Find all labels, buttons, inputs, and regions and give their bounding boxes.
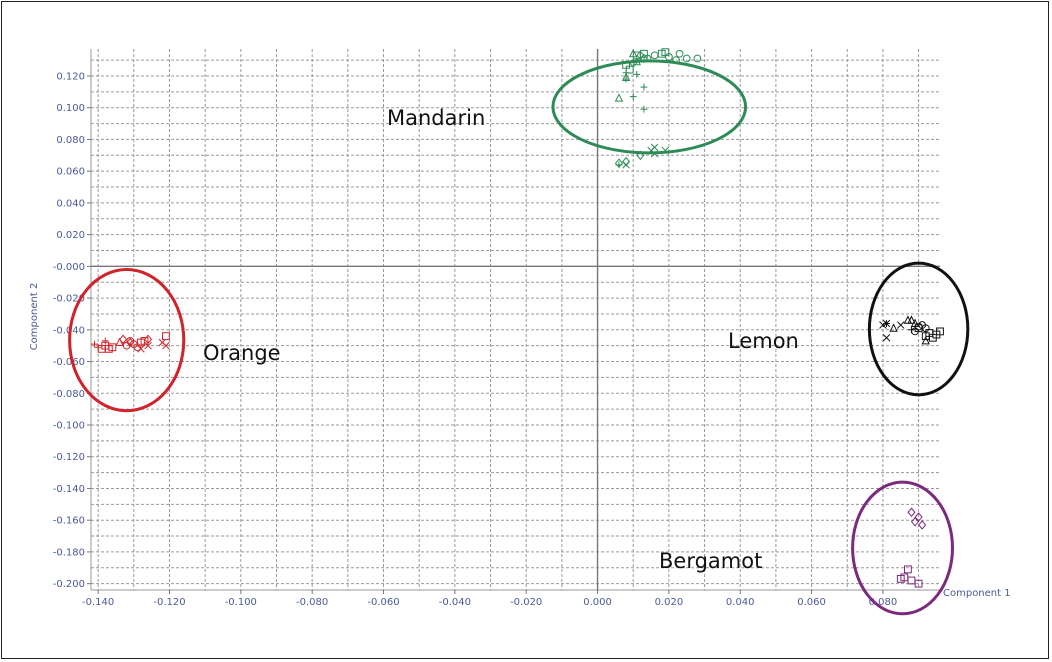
data-point-circle bbox=[675, 49, 684, 58]
data-point-square bbox=[162, 332, 170, 341]
cluster-label-lemon: Lemon bbox=[728, 329, 799, 353]
data-point-square bbox=[903, 565, 912, 574]
cluster-label-bergamot: Bergamot bbox=[659, 549, 762, 573]
x-tick-label: 0.060 bbox=[797, 597, 826, 608]
data-point-diamond bbox=[119, 334, 128, 345]
data-point-diamond bbox=[622, 156, 631, 167]
y-tick-label: -0.020 bbox=[53, 294, 85, 305]
x-tick-label: 0.040 bbox=[726, 597, 755, 608]
data-point-cross bbox=[650, 143, 659, 152]
data-point-diamond bbox=[918, 520, 927, 530]
y-tick-label: 0.120 bbox=[56, 71, 85, 82]
data-point-circle bbox=[133, 343, 142, 352]
x-tick-label: 0.020 bbox=[655, 597, 684, 608]
data-point-triangle bbox=[614, 93, 624, 102]
data-point-plus bbox=[94, 343, 102, 351]
data-point-square bbox=[921, 332, 930, 341]
y-tick-label: -0.140 bbox=[53, 484, 85, 495]
x-tick-label: -0.020 bbox=[510, 597, 542, 608]
data-point-diamond bbox=[910, 517, 920, 527]
data-point-square bbox=[896, 574, 905, 583]
data-point-diamond bbox=[639, 53, 648, 64]
y-tick-label: -0.160 bbox=[53, 516, 85, 527]
data-point-cross bbox=[879, 321, 887, 329]
data-point-cross bbox=[137, 345, 145, 353]
x-tick-label: -0.100 bbox=[225, 597, 257, 608]
data-point-cross bbox=[882, 333, 891, 342]
x-tick-label: -0.140 bbox=[82, 597, 114, 608]
x-tick-label: -0.080 bbox=[296, 597, 328, 608]
data-point-circle bbox=[693, 54, 702, 63]
y-tick-label: -0.200 bbox=[53, 579, 85, 590]
data-point-cross bbox=[622, 161, 630, 169]
data-point-cross bbox=[897, 321, 905, 329]
data-point-cross bbox=[144, 341, 152, 350]
y-tick-label: -0.180 bbox=[53, 547, 85, 558]
data-point-diamond bbox=[907, 507, 916, 518]
y-tick-label: -0.000 bbox=[53, 262, 85, 273]
y-tick-label: 0.040 bbox=[56, 198, 85, 209]
data-point-square bbox=[140, 337, 149, 345]
data-point-diamond bbox=[144, 334, 153, 345]
data-point-plus bbox=[640, 83, 648, 91]
y-axis-title: Component 2 bbox=[29, 283, 40, 351]
data-points bbox=[91, 48, 944, 588]
data-point-plus bbox=[105, 342, 113, 350]
x-tick-label: -0.040 bbox=[439, 597, 471, 608]
x-tick-label: 0.000 bbox=[583, 597, 612, 608]
y-tick-label: 0.020 bbox=[56, 230, 85, 241]
cluster-labels: Mandarin Orange Lemon Bergamot bbox=[203, 106, 799, 573]
x-axis-title: Component 1 bbox=[943, 588, 1011, 599]
data-point-triangle bbox=[921, 335, 930, 345]
data-point-cross bbox=[162, 341, 170, 350]
data-point-plus bbox=[633, 70, 641, 78]
data-point-square bbox=[914, 579, 923, 588]
x-tick-label: -0.120 bbox=[153, 597, 185, 608]
grid bbox=[91, 49, 940, 590]
cluster-ring-orange bbox=[68, 268, 186, 413]
data-point-triangle bbox=[889, 323, 898, 332]
data-point-triangle bbox=[629, 48, 638, 58]
y-tick-label: -0.100 bbox=[53, 421, 85, 432]
data-point-plus bbox=[629, 93, 637, 100]
y-tick-label: 0.100 bbox=[56, 103, 85, 114]
data-point-circle bbox=[921, 324, 930, 333]
data-point-square bbox=[932, 330, 941, 339]
data-point-square bbox=[907, 576, 916, 585]
data-point-circle bbox=[126, 337, 135, 345]
data-point-plus bbox=[640, 105, 648, 113]
cluster-ring-bergamot bbox=[851, 480, 954, 616]
y-tick-label: 0.060 bbox=[56, 167, 85, 178]
y-tick-label: -0.120 bbox=[53, 452, 85, 463]
data-point-triangle bbox=[115, 337, 124, 347]
cluster-label-orange: Orange bbox=[203, 341, 281, 365]
data-point-plus bbox=[101, 337, 109, 345]
data-point-plus bbox=[908, 326, 915, 334]
x-tick-label: 0.080 bbox=[869, 597, 898, 608]
data-point-diamond bbox=[914, 512, 923, 522]
data-point-plus bbox=[615, 161, 623, 169]
axes: -0.140 -0.120 -0.100 -0.080 -0.060 -0.040 -0.0… bbox=[53, 49, 940, 608]
cluster-ring-lemon bbox=[867, 261, 970, 397]
data-point-plus bbox=[883, 320, 890, 327]
data-point-diamond bbox=[636, 50, 645, 61]
data-point-triangle bbox=[907, 315, 916, 324]
y-tick-label: 0.080 bbox=[56, 135, 85, 146]
data-point-plus bbox=[91, 340, 98, 348]
cluster-label-mandarin: Mandarin bbox=[387, 106, 485, 130]
zero-lines bbox=[91, 49, 940, 590]
data-point-plus bbox=[622, 75, 630, 83]
data-point-circle bbox=[682, 54, 691, 63]
y-tick-label: -0.080 bbox=[53, 389, 85, 400]
cluster-rings bbox=[68, 59, 970, 616]
data-point-circle bbox=[650, 51, 659, 60]
x-tick-label: -0.060 bbox=[367, 597, 399, 608]
cluster-ring-mandarin bbox=[551, 59, 748, 155]
data-point-plus bbox=[622, 69, 630, 77]
y-tick-label: -0.060 bbox=[53, 357, 85, 368]
